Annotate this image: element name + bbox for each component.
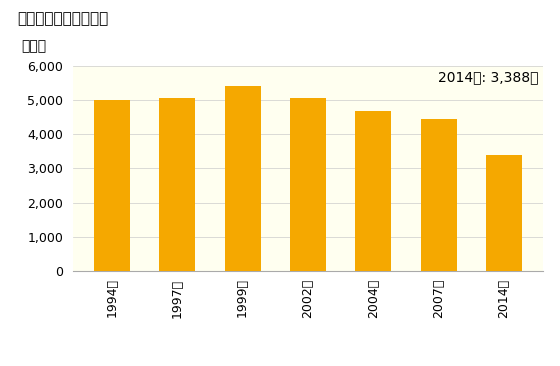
Bar bbox=[225, 86, 260, 271]
Bar bbox=[290, 98, 326, 271]
Bar bbox=[421, 119, 456, 271]
Bar bbox=[94, 100, 130, 271]
Text: ［人］: ［人］ bbox=[21, 40, 46, 53]
Bar bbox=[160, 98, 195, 271]
Text: 商業の従業者数の推移: 商業の従業者数の推移 bbox=[17, 11, 108, 26]
Bar bbox=[486, 155, 522, 271]
Text: 2014年: 3,388人: 2014年: 3,388人 bbox=[438, 70, 539, 84]
Bar bbox=[356, 111, 391, 271]
